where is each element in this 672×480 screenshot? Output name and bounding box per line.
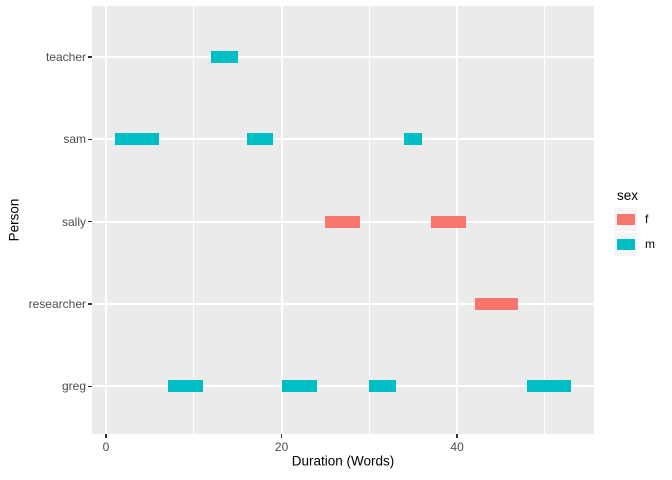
segment-bar [114, 133, 159, 146]
segment-bar [281, 380, 317, 393]
x-axis-tick [105, 434, 107, 438]
y-axis-tick [88, 138, 92, 141]
major-gridline-horizontal [92, 385, 594, 388]
segment-bar [430, 215, 466, 228]
major-gridline-horizontal [92, 138, 594, 141]
minor-gridline-vertical [193, 6, 195, 434]
segment-bar [369, 380, 396, 393]
y-tick-label: teacher [45, 50, 86, 64]
segment-bar [167, 380, 203, 393]
segment-bar [474, 298, 519, 310]
segment-bar [325, 215, 361, 228]
major-gridline-vertical [105, 6, 107, 434]
segment-bar [211, 51, 238, 63]
minor-gridline-vertical [544, 6, 546, 434]
minor-gridline-vertical [368, 6, 370, 434]
y-axis-tick [88, 56, 92, 58]
y-tick-label: sam [63, 132, 86, 147]
y-tick-label: sally [61, 214, 86, 229]
legend-title: sex [617, 188, 639, 203]
legend-label: m [645, 237, 655, 251]
legend-swatch-f [616, 214, 635, 225]
major-gridline-horizontal [92, 303, 594, 305]
x-axis-tick [280, 434, 283, 438]
segment-bar [246, 133, 273, 146]
x-axis-tick [456, 434, 458, 438]
major-gridline-vertical [280, 6, 283, 434]
y-axis-tick [88, 385, 92, 387]
plot-panel [92, 6, 594, 434]
y-axis-tick [88, 303, 92, 305]
x-axis-title: Duration (Words) [291, 453, 395, 469]
legend-swatch-m [616, 239, 635, 250]
segment-bar [527, 380, 572, 393]
y-tick-label: greg [61, 379, 86, 394]
legend-label: f [645, 212, 649, 226]
y-axis-tick [88, 220, 92, 223]
major-gridline-horizontal [92, 56, 594, 58]
x-tick-label: 20 [274, 440, 289, 454]
segment-bar [404, 133, 422, 146]
x-tick-label: 0 [102, 440, 110, 454]
x-tick-label: 40 [450, 440, 464, 454]
y-tick-label: researcher [28, 297, 86, 311]
